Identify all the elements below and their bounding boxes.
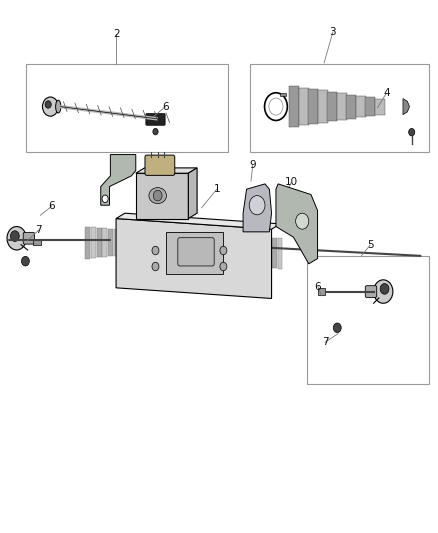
Bar xyxy=(91,227,96,258)
Circle shape xyxy=(220,262,227,271)
Bar xyxy=(102,228,107,257)
Text: 10: 10 xyxy=(285,177,298,187)
FancyBboxPatch shape xyxy=(23,232,35,244)
Text: 5: 5 xyxy=(367,240,374,250)
Circle shape xyxy=(7,227,26,250)
Polygon shape xyxy=(243,184,272,232)
Bar xyxy=(375,99,385,115)
Ellipse shape xyxy=(149,188,166,204)
Text: 7: 7 xyxy=(35,225,42,235)
Circle shape xyxy=(21,256,29,266)
Circle shape xyxy=(153,128,158,135)
Text: 1: 1 xyxy=(213,184,220,194)
Circle shape xyxy=(220,246,227,255)
Circle shape xyxy=(409,128,415,136)
Polygon shape xyxy=(403,99,410,115)
Bar xyxy=(346,94,357,119)
Bar xyxy=(289,86,299,127)
Circle shape xyxy=(102,195,108,203)
Bar xyxy=(108,229,113,256)
Bar xyxy=(114,229,119,256)
FancyBboxPatch shape xyxy=(146,114,165,125)
Circle shape xyxy=(42,97,58,116)
Text: 6: 6 xyxy=(48,201,55,211)
Bar xyxy=(308,89,318,124)
Polygon shape xyxy=(188,168,197,219)
Bar xyxy=(337,93,347,120)
Bar xyxy=(241,241,245,265)
Bar xyxy=(267,239,272,268)
Circle shape xyxy=(249,196,265,215)
Text: 4: 4 xyxy=(383,88,390,98)
Circle shape xyxy=(152,262,159,271)
Text: 6: 6 xyxy=(162,102,169,111)
Text: 6: 6 xyxy=(314,282,321,292)
Bar xyxy=(365,97,375,116)
Bar xyxy=(299,88,309,125)
Bar xyxy=(318,288,325,295)
Bar xyxy=(272,238,277,268)
Bar xyxy=(120,230,124,255)
Polygon shape xyxy=(101,155,136,205)
Bar xyxy=(318,91,328,123)
Circle shape xyxy=(333,323,341,333)
Text: 7: 7 xyxy=(321,337,328,347)
Text: 8: 8 xyxy=(126,159,133,169)
Text: 3: 3 xyxy=(329,27,336,37)
Polygon shape xyxy=(116,213,280,229)
Bar xyxy=(251,240,256,266)
Circle shape xyxy=(153,190,162,201)
Circle shape xyxy=(11,231,19,241)
Circle shape xyxy=(296,213,309,229)
Bar xyxy=(356,96,366,117)
Bar xyxy=(85,227,90,259)
Circle shape xyxy=(152,246,159,255)
Bar xyxy=(257,240,261,266)
Bar xyxy=(250,64,429,152)
Circle shape xyxy=(374,280,393,303)
Bar xyxy=(97,228,102,257)
Bar xyxy=(166,232,223,274)
Text: 9: 9 xyxy=(249,160,256,170)
FancyBboxPatch shape xyxy=(178,238,214,266)
Polygon shape xyxy=(116,219,272,298)
Polygon shape xyxy=(276,184,318,264)
Circle shape xyxy=(380,284,389,294)
FancyBboxPatch shape xyxy=(365,286,377,297)
FancyBboxPatch shape xyxy=(145,155,175,175)
Bar xyxy=(327,92,337,122)
Bar xyxy=(280,93,286,96)
Bar xyxy=(307,256,429,384)
Polygon shape xyxy=(136,168,197,173)
Bar xyxy=(26,64,228,152)
Bar xyxy=(278,238,282,269)
Ellipse shape xyxy=(56,100,61,113)
Polygon shape xyxy=(136,173,188,219)
Bar xyxy=(246,241,251,265)
Text: 2: 2 xyxy=(113,29,120,38)
Circle shape xyxy=(45,101,51,108)
Bar xyxy=(262,239,266,267)
Bar xyxy=(33,239,41,245)
